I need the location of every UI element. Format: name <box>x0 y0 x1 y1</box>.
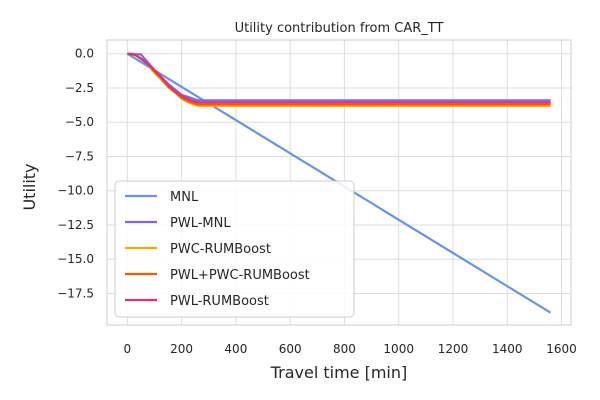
x-tick-label: 1400 <box>492 342 523 356</box>
legend-box <box>114 180 355 318</box>
x-tick-label: 1600 <box>546 342 577 356</box>
legend-entry: PWL-RUMBoost <box>170 294 269 309</box>
y-axis-label: Utility <box>20 163 39 210</box>
legend-entry: PWL-MNL <box>170 216 231 231</box>
x-tick-label: 1200 <box>438 342 469 356</box>
x-tick-label: 200 <box>170 342 193 356</box>
chart-title: Utility contribution from CAR_TT <box>235 21 444 36</box>
y-tick-label: −15.0 <box>57 252 94 266</box>
y-tick-label: −12.5 <box>57 218 94 232</box>
x-tick-label: 600 <box>279 342 302 356</box>
legend-entry: MNL <box>170 190 199 205</box>
y-tick-label: 0.0 <box>75 47 94 61</box>
legend-entry: PWC-RUMBoost <box>170 242 271 257</box>
x-tick-label: 800 <box>333 342 356 356</box>
y-tick-label: −7.5 <box>65 149 94 163</box>
y-tick-label: −2.5 <box>65 81 94 95</box>
tick-labels: 0 200 400 600 800 1000 1200 1400 1600 0.0 −2.5 −5.0… <box>57 47 577 356</box>
y-tick-label: −17.5 <box>57 286 94 300</box>
plot-frame <box>106 39 572 326</box>
series-line <box>127 52 551 104</box>
x-axis-label: Travel time [min] <box>270 363 408 382</box>
x-tick-label: 1000 <box>383 342 414 356</box>
y-tick-label: −5.0 <box>65 115 94 129</box>
y-tick-label: −10.0 <box>57 184 94 198</box>
legend-entry: PWL+PWC-RUMBoost <box>170 268 310 283</box>
legend: MNL PWL-MNL PWC-RUMBoost PWL+PWC-RUMBoost PW… <box>114 180 355 318</box>
x-tick-label: 0 <box>124 342 132 356</box>
x-tick-label: 400 <box>224 342 247 356</box>
